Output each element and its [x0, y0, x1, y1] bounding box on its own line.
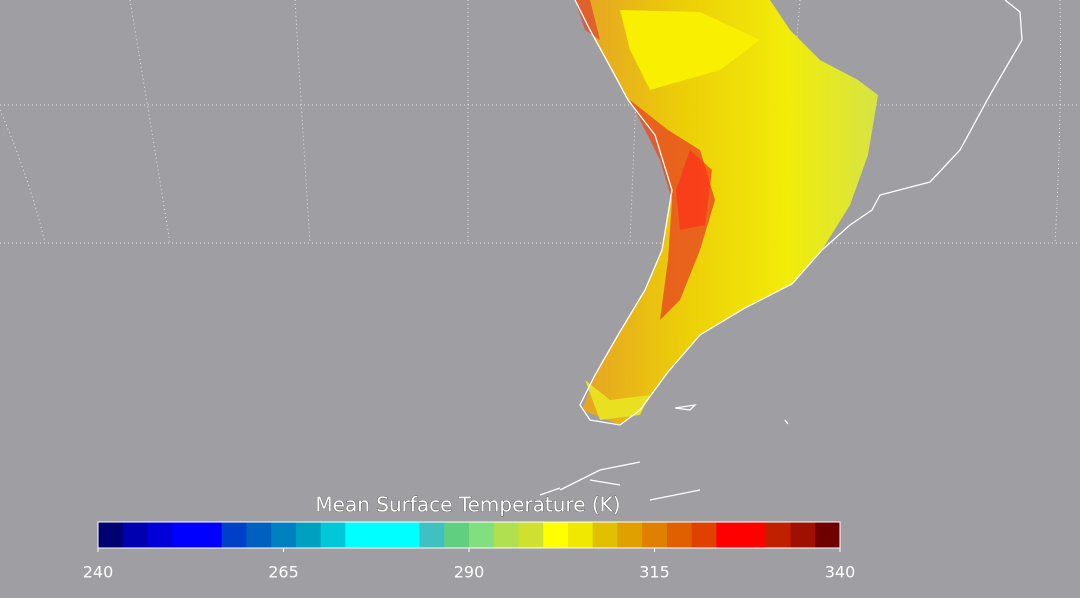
colorbar-tick-label: 290 — [454, 563, 485, 582]
colorbar-segment — [246, 522, 272, 548]
colorbar-segment — [394, 522, 421, 548]
land-temperature — [575, 0, 878, 425]
colorbar-segment — [196, 522, 223, 548]
colorbar-segment — [172, 522, 198, 548]
colorbar-segment — [221, 522, 247, 548]
colorbar-segment — [691, 522, 717, 548]
colorbar-segment — [370, 522, 396, 548]
colorbar-segment — [345, 522, 371, 548]
colorbar-tick-label: 315 — [639, 563, 670, 582]
graticule — [0, 0, 1080, 244]
colorbar-segment — [543, 522, 569, 548]
colorbar-segment — [617, 522, 643, 548]
colorbar-segment — [444, 522, 470, 548]
colorbar-tick-label: 340 — [825, 563, 856, 582]
colorbar-tick-label: 265 — [268, 563, 299, 582]
colorbar-segment — [295, 522, 322, 548]
colorbar-segment — [518, 522, 544, 548]
colorbar-segment — [147, 522, 173, 548]
colorbar-segment — [98, 522, 124, 548]
colorbar-segment — [567, 522, 594, 548]
colorbar-segment — [741, 522, 767, 548]
colorbar-segment — [122, 522, 148, 548]
colorbar-segment — [716, 522, 742, 548]
colorbar-segment — [320, 522, 346, 548]
colorbar: 240 265 290 315 340 — [83, 521, 856, 582]
coastline — [539, 0, 1023, 501]
colorbar-segment — [790, 522, 816, 548]
colorbar-segment — [493, 522, 519, 548]
colorbar-segment — [666, 522, 693, 548]
colorbar-segment — [469, 522, 495, 548]
colorbar-segment — [642, 522, 668, 548]
colorbar-segment — [765, 522, 792, 548]
colorbar-segment — [815, 522, 841, 548]
colorbar-title: Mean Surface Temperature (K) — [315, 493, 620, 517]
colorbar-tick-label: 240 — [83, 563, 114, 582]
colorbar-segment — [419, 522, 445, 548]
colorbar-segment — [592, 522, 618, 548]
colorbar-segment — [271, 522, 297, 548]
